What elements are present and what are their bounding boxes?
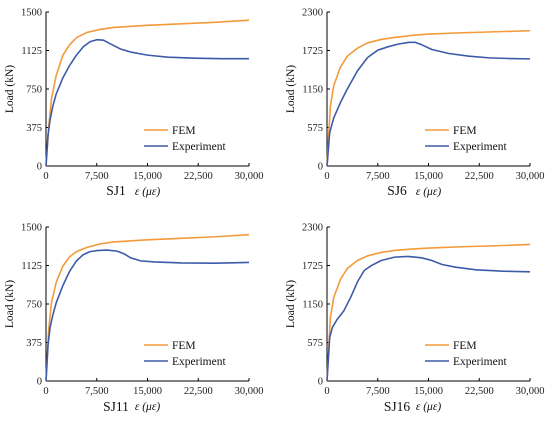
y-tick-label: 1725 [302,261,323,272]
series-line-fem [45,233,250,382]
y-tick-label: 575 [307,123,323,134]
x-tick-label: 0 [324,171,329,182]
y-tick-label: 1125 [21,46,42,57]
x-tick-label: 7,500 [366,171,390,182]
legend-label-fem: FEM [453,125,477,137]
series-line-fem [326,29,531,167]
y-tick-label: 0 [37,162,42,173]
y-tick-label: 1725 [302,46,323,57]
chart-sj11: 0 7,500 15,000 22,500 30,000 0 375 750 1125 1500 L… [4,223,263,415]
y-tick-label: 750 [26,300,42,311]
x-tick-label: 15,000 [133,171,162,182]
chart-sj1: 0 7,500 15,000 22,500 30,000 0 375 750 1125 1500 L… [4,8,263,199]
panel-caption: SJ16 [384,399,411,414]
x-axis-label: ε (με) [416,186,442,198]
y-axis-label: Load (kN) [4,280,16,328]
x-tick-label: 30,000 [235,171,264,182]
y-tick-label: 0 [318,162,323,173]
x-tick-label: 0 [324,386,329,397]
series-line-fem [326,243,531,382]
x-tick-label: 7,500 [85,171,109,182]
legend-label-fem: FEM [172,340,196,352]
y-tick-label: 375 [26,123,42,134]
panel-caption: SJ1 [106,183,126,198]
x-axis-label: ε (με) [135,401,161,413]
y-tick-label: 1500 [21,223,42,234]
x-tick-label: 30,000 [516,386,545,397]
x-tick-label: 7,500 [85,386,109,397]
series-line-experiment [45,249,250,382]
y-tick-label: 2300 [302,223,323,234]
x-tick-label: 15,000 [133,386,162,397]
x-tick-label: 7,500 [366,386,390,397]
y-tick-label: 375 [26,338,42,349]
legend-label-experiment: Experiment [453,141,507,153]
y-tick-label: 575 [307,338,323,349]
y-axis-label: Load (kN) [285,65,297,113]
x-axis-label: ε (με) [416,401,442,413]
x-tick-label: 30,000 [235,386,264,397]
chart-sj16: 0 7,500 15,000 22,500 30,000 0 575 1150 1725 2300… [285,223,544,415]
x-tick-label: 0 [43,386,48,397]
panel-caption: SJ6 [387,183,407,198]
x-tick-label: 0 [43,171,48,182]
x-axis-label: ε (με) [135,186,161,198]
x-tick-label: 22,500 [465,386,494,397]
y-tick-label: 750 [26,85,42,96]
series-line-experiment [326,41,531,167]
y-tick-label: 1125 [21,261,42,272]
y-tick-label: 1500 [21,8,42,19]
y-tick-label: 0 [318,377,323,388]
x-tick-label: 15,000 [414,386,443,397]
legend-label-experiment: Experiment [172,356,226,368]
series-line-experiment [45,38,249,167]
y-tick-label: 1150 [302,85,323,96]
y-tick-label: 1150 [302,300,323,311]
legend-label-experiment: Experiment [172,141,226,153]
x-tick-label: 30,000 [516,171,545,182]
legend-label-fem: FEM [172,125,196,137]
x-tick-label: 22,500 [184,386,213,397]
series-line-experiment [326,255,531,382]
legend-label-fem: FEM [453,340,477,352]
x-tick-label: 22,500 [184,171,213,182]
y-tick-label: 2300 [302,8,323,19]
series-line-fem [45,19,250,167]
panel-caption: SJ11 [103,399,129,414]
x-tick-label: 15,000 [414,171,443,182]
chart-sj6: 0 7,500 15,000 22,500 30,000 0 575 1150 1725 2300… [285,8,544,199]
y-axis-label: Load (kN) [285,280,297,328]
legend-label-experiment: Experiment [453,356,507,368]
x-tick-label: 22,500 [465,171,494,182]
y-tick-label: 0 [37,377,42,388]
y-axis-label: Load (kN) [4,65,16,113]
